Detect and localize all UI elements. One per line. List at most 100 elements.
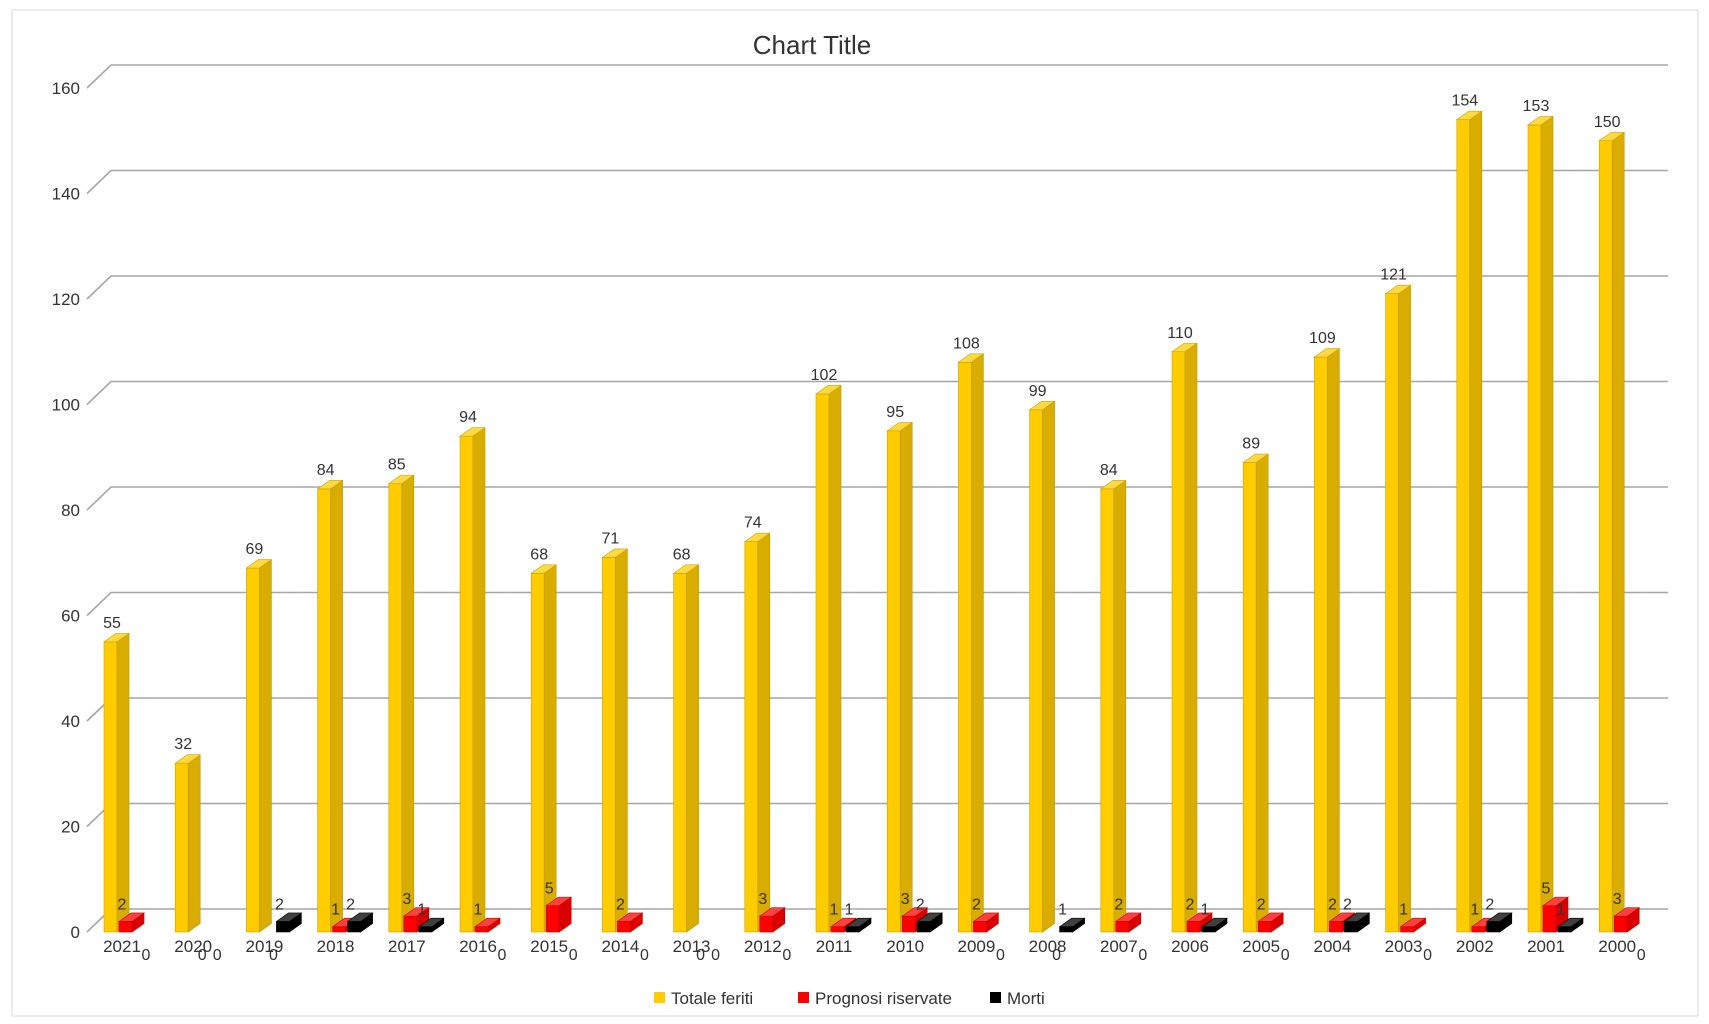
x-tick-label: 2013 [673, 937, 711, 956]
bar-totale-feriti [1171, 342, 1198, 933]
x-tick-label: 2002 [1456, 937, 1494, 956]
bar-morti [1557, 917, 1584, 933]
x-tick-label: 2006 [1171, 937, 1209, 956]
bar-totale-feriti [530, 564, 558, 933]
x-tick-label: 2015 [530, 937, 568, 956]
bar-prognosi-riservate [474, 917, 501, 933]
x-tick-label: 2018 [317, 937, 355, 956]
data-label: 2 [1257, 896, 1266, 913]
data-label: 0 [696, 947, 705, 964]
data-label: 3 [901, 891, 910, 908]
bar-totale-feriti [601, 548, 629, 933]
bar-totale-feriti [316, 479, 344, 933]
data-label: 108 [953, 335, 980, 352]
data-label: 68 [530, 546, 548, 563]
data-label: 2 [1343, 896, 1352, 913]
bars [103, 110, 1641, 933]
data-label: 5 [545, 881, 554, 898]
legend-swatch [654, 992, 665, 1003]
data-label: 99 [1029, 383, 1047, 400]
x-tick-label: 2000 [1598, 937, 1636, 956]
x-tick-label: 2017 [388, 937, 426, 956]
y-tick-label: 40 [61, 712, 80, 731]
x-tick-label: 2005 [1242, 937, 1280, 956]
x-tick-label: 2001 [1527, 937, 1565, 956]
data-label: 3 [758, 891, 767, 908]
data-label: 0 [1281, 947, 1290, 964]
data-label: 1 [1201, 902, 1210, 919]
y-tick-label: 140 [52, 185, 80, 204]
bar-prognosi-riservate [616, 912, 644, 933]
data-label: 95 [886, 404, 904, 421]
data-label: 0 [782, 947, 791, 964]
data-label: 2 [118, 896, 127, 913]
data-label: 102 [811, 367, 838, 384]
legend-item: Prognosi riservate [798, 989, 952, 1008]
y-tick-label: 100 [52, 396, 80, 415]
data-label: 1 [1470, 902, 1479, 919]
bar-totale-feriti [672, 564, 700, 933]
data-label: 71 [602, 530, 620, 547]
y-tick-label: 0 [71, 923, 80, 942]
x-tick-label: 2010 [886, 937, 924, 956]
bar-morti [1058, 917, 1086, 933]
bar-prognosi-riservate [118, 912, 145, 933]
legend-item: Totale feriti [654, 989, 753, 1008]
bar-prognosi-riservate [1399, 917, 1427, 933]
data-label: 68 [673, 546, 691, 563]
bar-totale-feriti [1028, 400, 1056, 933]
legend-label: Totale feriti [671, 989, 753, 1008]
x-axis-ticks: 2021 2020 2019 2018 2017 2016 2015 2014 2013 2012… [103, 937, 1636, 956]
chart-border [11, 9, 1699, 1017]
bar-totale-feriti [245, 558, 273, 933]
bar-totale-feriti [387, 474, 415, 933]
data-label: 0 [1423, 947, 1432, 964]
data-label: 153 [1523, 98, 1550, 115]
bar-totale-feriti [1598, 131, 1626, 933]
bar-totale-feriti [1099, 479, 1127, 933]
data-label: 2 [1186, 896, 1195, 913]
chart-title: Chart Title [753, 30, 872, 60]
data-label: 0 [569, 947, 578, 964]
bar-morti [1201, 917, 1228, 933]
bar-morti [417, 917, 445, 933]
bar-prognosi-riservate [1613, 907, 1641, 933]
legend-label: Prognosi riservate [815, 989, 952, 1008]
gridline [86, 486, 1668, 511]
x-tick-label: 2004 [1313, 937, 1351, 956]
data-label: 1 [331, 902, 340, 919]
gridlines [86, 64, 1668, 933]
x-tick-label: 2007 [1100, 937, 1138, 956]
data-label: 2 [1114, 896, 1123, 913]
y-tick-label: 160 [52, 79, 80, 98]
x-tick-label: 2011 [816, 937, 853, 956]
gridline [86, 169, 1668, 195]
data-label: 0 [640, 947, 649, 964]
gridline [86, 64, 1668, 89]
bar-totale-feriti [459, 427, 486, 933]
data-label: 121 [1380, 267, 1407, 284]
y-axis-ticks: 0 20 40 60 80 100 120 140 160 [52, 79, 80, 942]
bar-prognosi-riservate [1257, 912, 1285, 933]
bar-totale-feriti [1242, 453, 1270, 933]
bar-totale-feriti [1455, 110, 1483, 933]
data-label: 89 [1242, 436, 1260, 453]
data-label: 2 [1328, 896, 1337, 913]
x-tick-label: 2008 [1029, 937, 1067, 956]
x-tick-label: 2014 [601, 937, 639, 956]
data-label: 1 [474, 902, 483, 919]
bar-prognosi-riservate [545, 896, 573, 933]
data-label: 2 [1485, 896, 1494, 913]
data-label: 2 [916, 896, 925, 913]
data-label: 0 [1052, 947, 1061, 964]
x-tick-label: 2019 [245, 937, 283, 956]
data-label: 109 [1309, 330, 1336, 347]
bar-totale-feriti [886, 421, 914, 933]
data-label: 1 [417, 902, 426, 919]
data-label: 0 [498, 947, 507, 964]
bar-morti [845, 917, 872, 933]
data-label: 2 [275, 896, 284, 913]
data-label: 2 [346, 896, 355, 913]
data-label: 1 [1058, 902, 1067, 919]
